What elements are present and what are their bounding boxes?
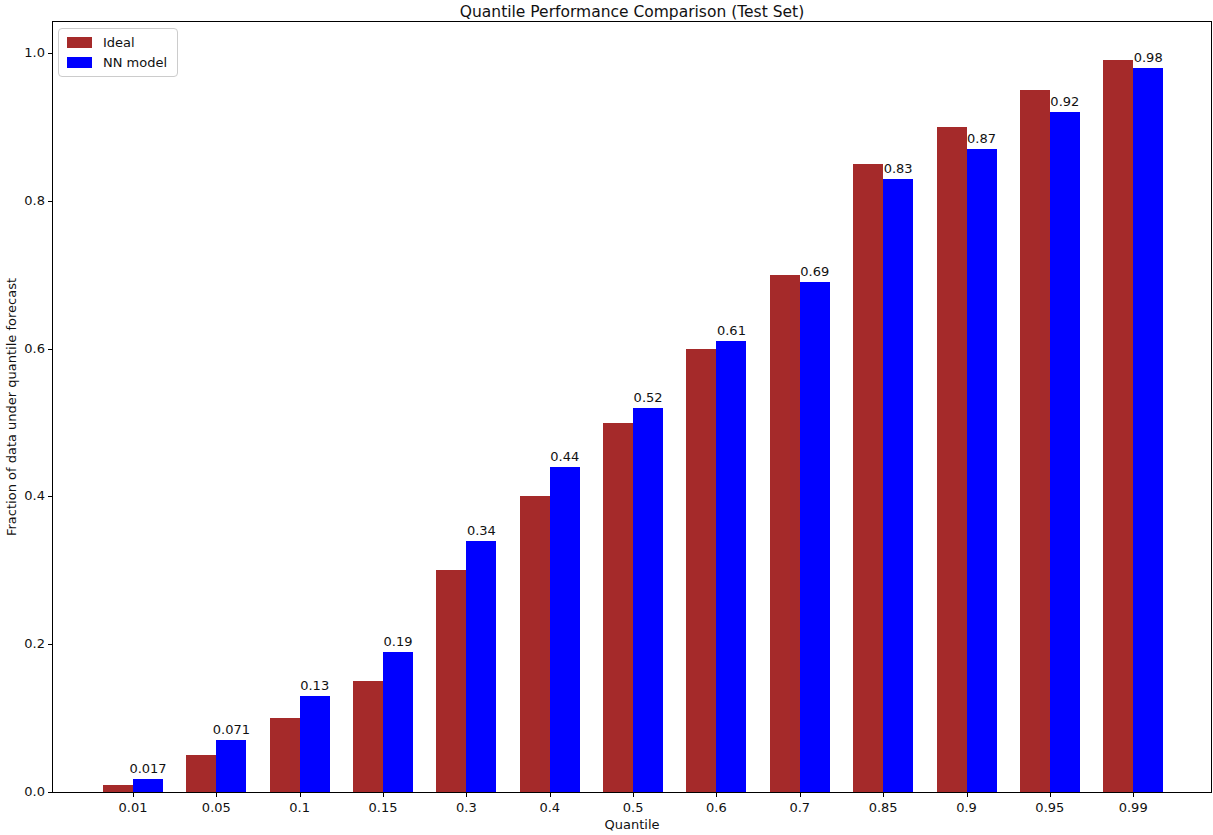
legend-item-ideal: Ideal <box>67 35 167 50</box>
plot-area <box>52 21 1212 793</box>
legend-swatch-ideal <box>67 37 92 48</box>
y-tick-label: 0.2 <box>0 636 45 652</box>
bar-nn-model <box>300 696 330 792</box>
x-tick-mark <box>883 793 884 797</box>
x-tick-label: 0.95 <box>1035 800 1064 815</box>
bar-ideal <box>270 718 300 792</box>
bar-nn-model <box>216 740 246 792</box>
legend-label-ideal: Ideal <box>103 35 135 50</box>
bar-nn-model <box>550 467 580 792</box>
y-tick-label: 1.0 <box>0 45 45 61</box>
x-tick-mark <box>550 793 551 797</box>
bar-nn-model <box>633 408 663 792</box>
x-tick-label: 0.01 <box>119 800 148 815</box>
legend-label-nn-model: NN model <box>103 55 167 70</box>
legend-swatch-nn-model <box>67 57 92 68</box>
x-tick-label: 0.3 <box>456 800 477 815</box>
bar-value-label: 0.34 <box>467 523 496 538</box>
bar-nn-model <box>1050 112 1080 792</box>
legend: Ideal NN model <box>58 28 178 77</box>
chart-title: Quantile Performance Comparison (Test Se… <box>52 3 1212 21</box>
bar-value-label: 0.071 <box>213 722 250 737</box>
bar-ideal <box>770 275 800 792</box>
bar-ideal <box>520 496 550 792</box>
x-tick-mark <box>133 793 134 797</box>
x-tick-mark <box>300 793 301 797</box>
x-tick-label: 0.99 <box>1119 800 1148 815</box>
x-tick-label: 0.7 <box>789 800 810 815</box>
y-tick-mark <box>48 496 52 497</box>
x-tick-mark <box>383 793 384 797</box>
bar-value-label: 0.69 <box>800 264 829 279</box>
y-tick-label: 0.6 <box>0 341 45 357</box>
bar-value-label: 0.13 <box>300 678 329 693</box>
x-tick-mark <box>216 793 217 797</box>
bar-nn-model <box>716 341 746 792</box>
x-tick-label: 0.15 <box>369 800 398 815</box>
bar-nn-model <box>133 779 163 792</box>
y-tick-mark <box>48 644 52 645</box>
bar-ideal <box>1103 60 1133 792</box>
x-tick-label: 0.05 <box>202 800 231 815</box>
legend-item-nn-model: NN model <box>67 55 167 70</box>
bar-value-label: 0.44 <box>550 449 579 464</box>
bar-ideal <box>186 755 216 792</box>
x-tick-mark <box>1050 793 1051 797</box>
x-tick-label: 0.4 <box>539 800 560 815</box>
figure: Quantile Performance Comparison (Test Se… <box>0 0 1213 835</box>
x-tick-mark <box>716 793 717 797</box>
bar-value-label: 0.61 <box>717 323 746 338</box>
bar-ideal <box>103 785 133 792</box>
x-tick-label: 0.5 <box>623 800 644 815</box>
x-tick-mark <box>800 793 801 797</box>
x-tick-label: 0.1 <box>289 800 310 815</box>
bar-nn-model <box>466 541 496 792</box>
x-axis-label: Quantile <box>52 817 1212 832</box>
bar-nn-model <box>967 149 997 792</box>
bar-value-label: 0.92 <box>1050 94 1079 109</box>
bar-value-label: 0.87 <box>967 131 996 146</box>
bar-value-label: 0.19 <box>384 634 413 649</box>
x-tick-mark <box>466 793 467 797</box>
x-tick-mark <box>633 793 634 797</box>
y-tick-mark <box>48 53 52 54</box>
bar-ideal <box>1020 90 1050 792</box>
bar-value-label: 0.017 <box>129 761 166 776</box>
bar-value-label: 0.52 <box>634 390 663 405</box>
bar-ideal <box>353 681 383 792</box>
x-tick-mark <box>967 793 968 797</box>
x-tick-label: 0.9 <box>956 800 977 815</box>
y-tick-mark <box>48 349 52 350</box>
bar-ideal <box>937 127 967 792</box>
bar-ideal <box>603 423 633 792</box>
y-tick-mark <box>48 792 52 793</box>
bar-nn-model <box>883 179 913 792</box>
bar-nn-model <box>800 282 830 792</box>
x-tick-mark <box>1133 793 1134 797</box>
bar-value-label: 0.83 <box>884 161 913 176</box>
bar-ideal <box>686 349 716 792</box>
x-tick-label: 0.85 <box>869 800 898 815</box>
y-tick-label: 0.8 <box>0 193 45 209</box>
bar-ideal <box>853 164 883 792</box>
bar-value-label: 0.98 <box>1134 50 1163 65</box>
bar-nn-model <box>1133 68 1163 792</box>
bar-nn-model <box>383 652 413 792</box>
y-tick-mark <box>48 201 52 202</box>
x-tick-label: 0.6 <box>706 800 727 815</box>
bar-ideal <box>436 570 466 792</box>
y-tick-label: 0.4 <box>0 488 45 504</box>
y-tick-label: 0.0 <box>0 784 45 800</box>
